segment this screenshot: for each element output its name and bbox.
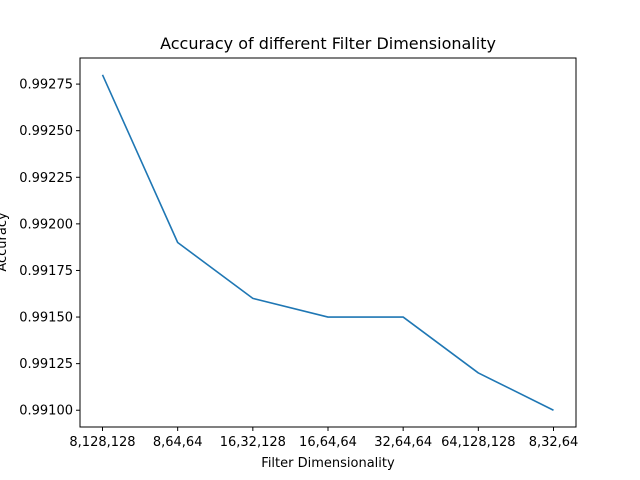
x-axis-label: Filter Dimensionality	[261, 456, 395, 471]
y-tick-label: 0.99150	[19, 311, 73, 326]
plot-frame	[79, 57, 577, 428]
chart-title: Accuracy of different Filter Dimensional…	[160, 34, 496, 53]
y-tick-label: 0.99250	[19, 124, 73, 139]
y-tick-label: 0.99100	[19, 404, 73, 419]
series-line	[101, 74, 554, 411]
y-tick-label: 0.99125	[19, 357, 73, 372]
y-tick-label: 0.99200	[19, 217, 73, 232]
y-tick-label: 0.99175	[19, 264, 73, 279]
x-tick-label: 16,64,64	[299, 435, 357, 450]
plot-area: 8,128,128 8,64,64 16,32,128 16,64,64 32,64,6…	[19, 74, 579, 450]
x-tick-label: 8,32,64	[529, 435, 579, 450]
x-tick-label: 8,64,64	[153, 435, 203, 450]
y-axis-label: Accuracy	[0, 212, 10, 272]
y-tick-label: 0.99275	[19, 78, 73, 93]
x-tick-label: 16,32,128	[220, 435, 286, 450]
x-tick-label: 8,128,128	[69, 435, 135, 450]
x-tick-label: 64,128,128	[441, 435, 515, 450]
y-tick-label: 0.99225	[19, 171, 73, 186]
x-tick-label: 32,64,64	[374, 435, 432, 450]
